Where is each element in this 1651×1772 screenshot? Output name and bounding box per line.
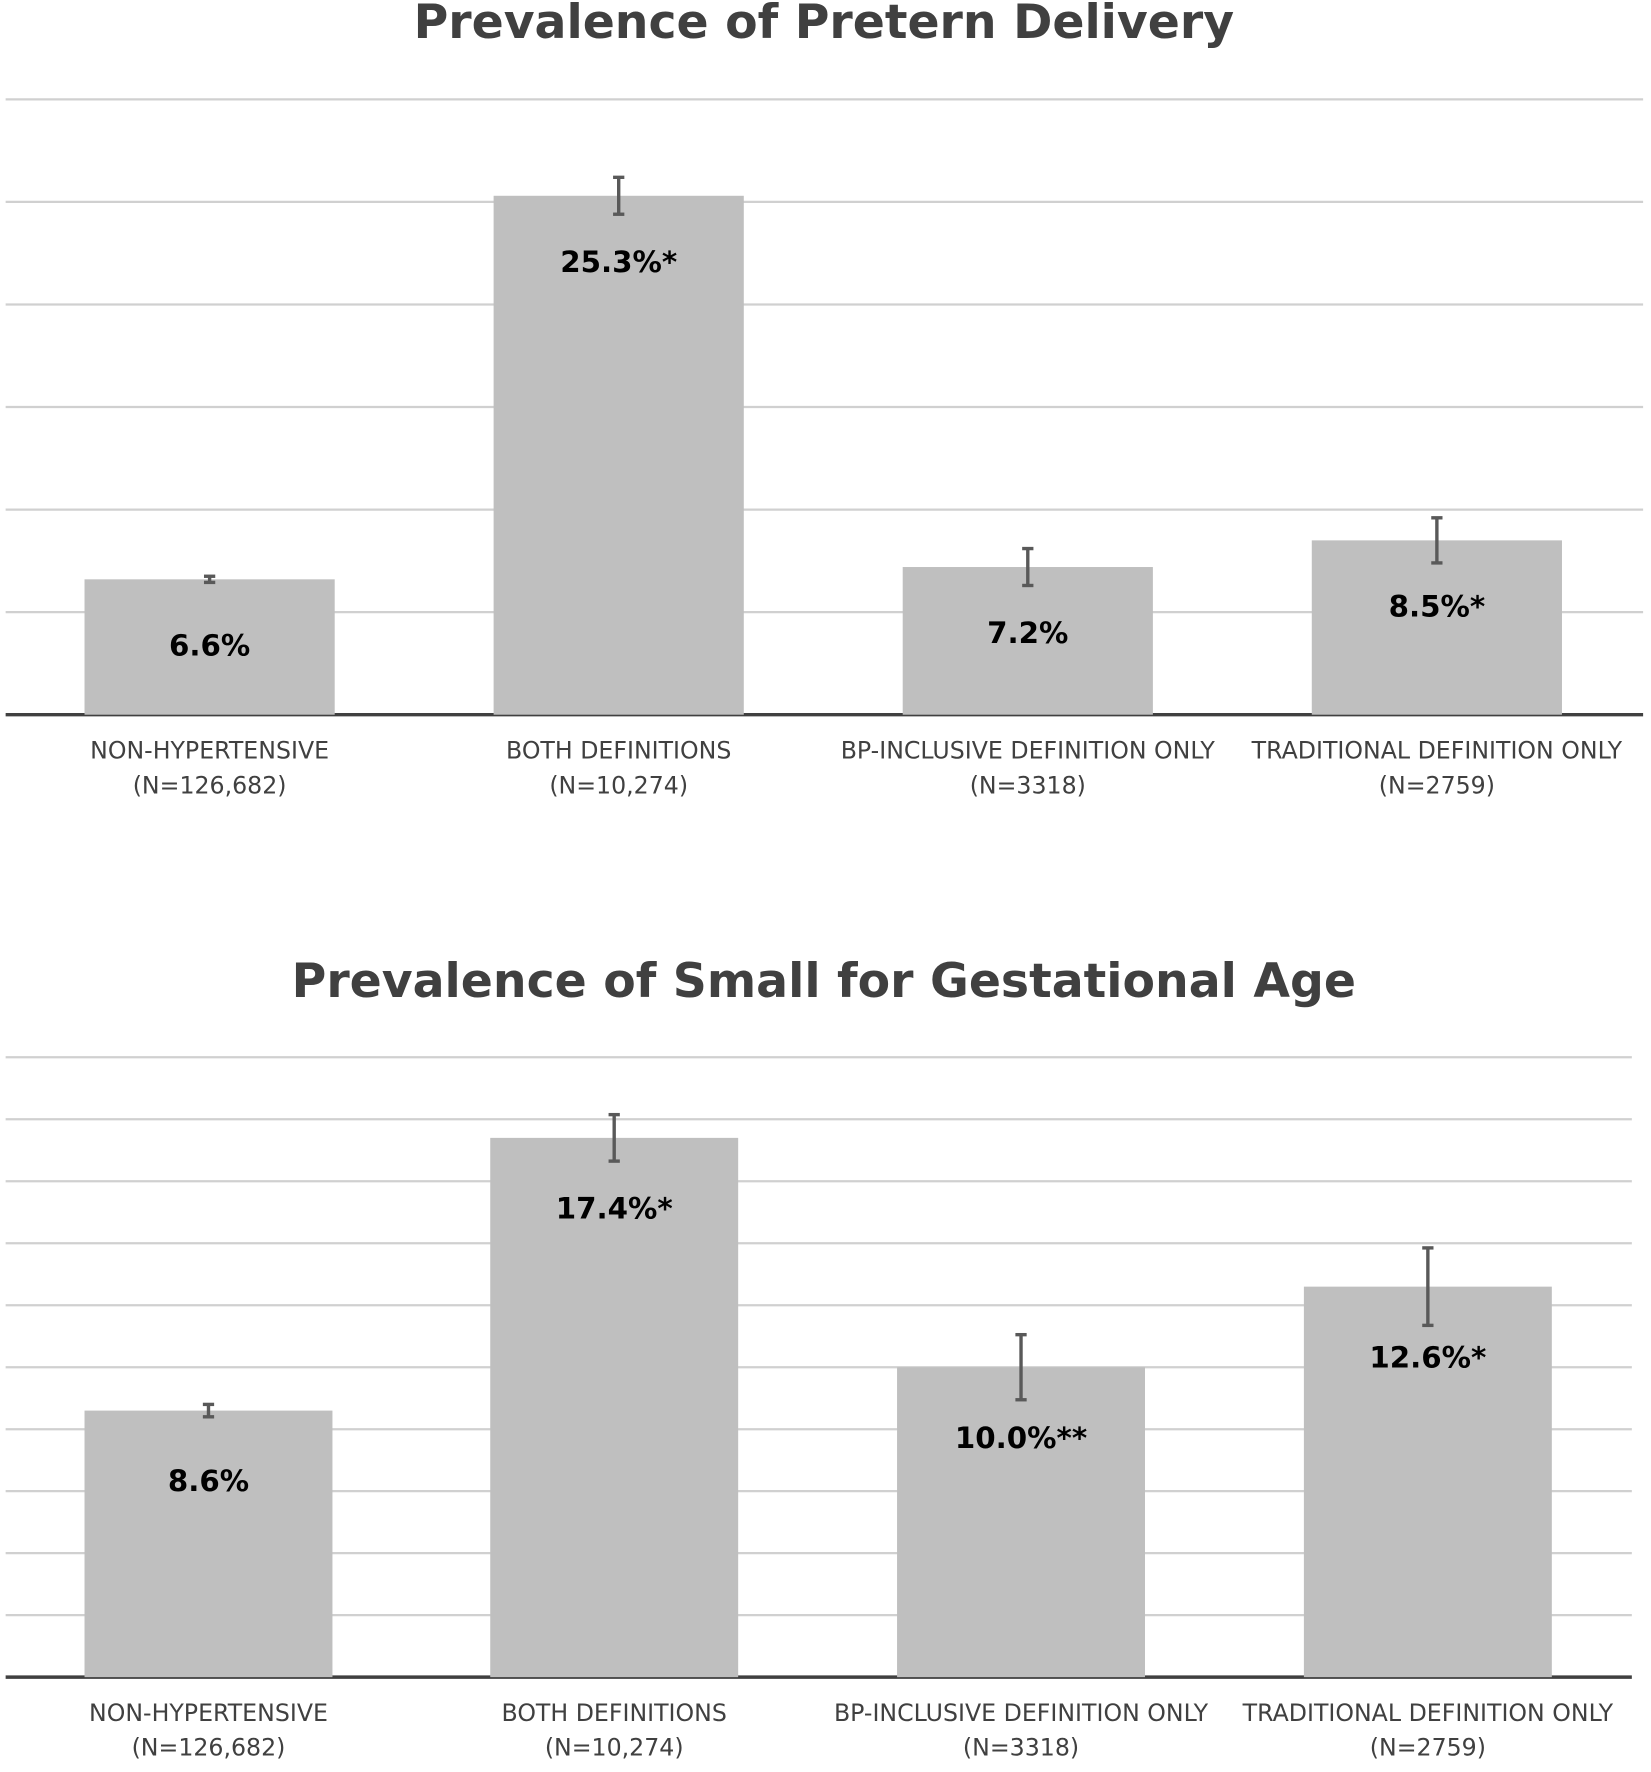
value-label: 8.5%*	[1389, 589, 1486, 623]
x-tick-label: (N=10,274)	[545, 1734, 684, 1762]
x-tick-label: BOTH DEFINITIONS	[506, 736, 731, 764]
x-tick-label: NON-HYPERTENSIVE	[89, 1699, 328, 1727]
x-tick-label: TRADITIONAL DEFINITION ONLY	[1242, 1699, 1614, 1727]
chart-title: Prevalence of Pretern Delivery	[414, 0, 1234, 50]
bar	[84, 1410, 333, 1678]
error-bar	[1422, 1246, 1434, 1328]
value-label: 25.3%*	[560, 245, 677, 279]
value-label: 7.2%	[987, 616, 1068, 650]
bar	[897, 1367, 1145, 1678]
value-label: 6.6%	[169, 628, 250, 662]
x-tick-label: TRADITIONAL DEFINITION ONLY	[1251, 736, 1623, 764]
x-tick-label: (N=10,274)	[549, 771, 688, 799]
x-tick-label: BOTH DEFINITIONS	[502, 1699, 727, 1727]
value-label: 12.6%*	[1369, 1340, 1486, 1374]
chart-title: Prevalence of Small for Gestational Age	[292, 954, 1356, 1009]
value-label: 10.0%**	[955, 1421, 1087, 1455]
bar	[493, 195, 744, 715]
x-tick-label: (N=126,682)	[133, 771, 287, 799]
error-bar	[1022, 546, 1034, 588]
bar	[490, 1137, 739, 1678]
x-tick-label: (N=3318)	[963, 1734, 1079, 1762]
error-bar	[202, 1402, 215, 1419]
error-bar	[608, 1112, 620, 1163]
bar	[902, 567, 1153, 715]
value-label: 8.6%	[168, 1464, 249, 1498]
x-tick-label: (N=2759)	[1370, 1734, 1486, 1762]
error-bar	[613, 175, 625, 216]
value-label: 17.4%*	[556, 1192, 673, 1226]
bar	[1303, 1286, 1552, 1678]
error-bar	[1431, 516, 1443, 565]
x-tick-label: (N=2759)	[1379, 771, 1495, 799]
x-tick-label: BP-INCLUSIVE DEFINITION ONLY	[841, 736, 1216, 764]
bar	[84, 579, 335, 715]
x-tick-label: NON-HYPERTENSIVE	[90, 736, 329, 764]
error-bar	[1015, 1332, 1027, 1402]
x-tick-label: (N=3318)	[970, 771, 1086, 799]
bar	[1311, 540, 1562, 715]
x-tick-label: BP-INCLUSIVE DEFINITION ONLY	[834, 1699, 1209, 1727]
x-tick-label: (N=126,682)	[132, 1734, 286, 1762]
error-bar	[203, 574, 216, 585]
